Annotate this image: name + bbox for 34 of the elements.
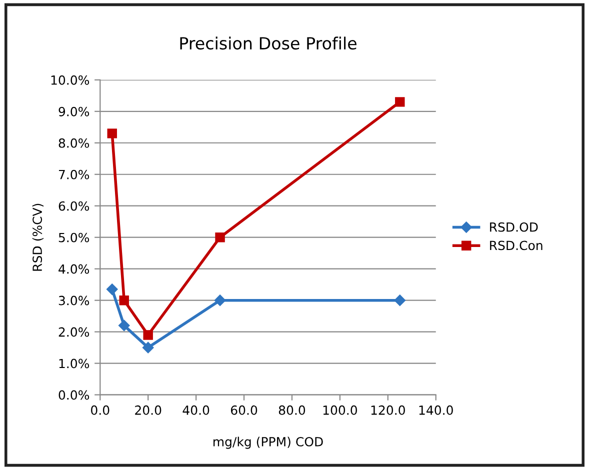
x-tick-label: 60.0 bbox=[230, 405, 258, 415]
y-tick-label: 6.0% bbox=[58, 201, 90, 211]
point bbox=[118, 320, 130, 332]
point bbox=[394, 294, 406, 306]
point bbox=[119, 295, 129, 306]
y-tick-label: 9.0% bbox=[58, 106, 90, 116]
point bbox=[143, 330, 153, 340]
y-tick-label: 1.0% bbox=[59, 358, 90, 368]
point bbox=[107, 128, 117, 138]
y-tick-label: 10.0% bbox=[51, 75, 90, 85]
legend-label: RSD.Con bbox=[490, 240, 542, 250]
x-tick-label: 0.0 bbox=[91, 405, 110, 415]
point bbox=[142, 342, 154, 354]
point bbox=[214, 294, 226, 306]
y-tick-label: 8.0% bbox=[58, 138, 90, 148]
point bbox=[215, 232, 225, 242]
legend-label: RSD.OD bbox=[490, 222, 538, 232]
x-tick-label: 100.0 bbox=[323, 405, 357, 415]
y-tick-label: 0.0% bbox=[58, 390, 90, 400]
y-axis-title: RSD (%CV) bbox=[32, 204, 44, 271]
y-tick-label: 4.0% bbox=[58, 264, 90, 274]
y-tick-label: 7.0% bbox=[58, 170, 90, 180]
x-tick-label: 20.0 bbox=[135, 405, 162, 415]
y-tick-label: 5.0% bbox=[58, 232, 90, 242]
y-tick-label: 3.0% bbox=[58, 296, 90, 306]
x-tick-label: 40.0 bbox=[182, 405, 210, 415]
x-tick-label: 80.0 bbox=[278, 405, 306, 415]
y-tick-label: 2.0% bbox=[58, 327, 90, 337]
x-tick-label: 120.0 bbox=[371, 405, 405, 415]
point bbox=[106, 284, 118, 295]
point bbox=[395, 97, 405, 107]
x-tick-label: 140.0 bbox=[419, 405, 453, 415]
x-axis-title: mg/kg (PPM) COD bbox=[214, 436, 323, 449]
chart-title: Precision Dose Profile bbox=[180, 36, 356, 50]
